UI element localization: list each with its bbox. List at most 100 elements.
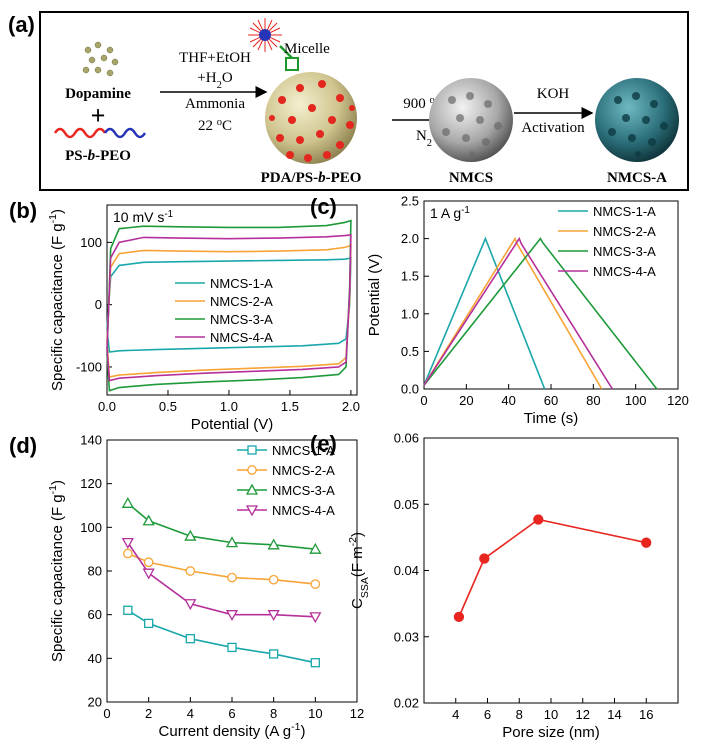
marker <box>309 542 322 554</box>
marker <box>533 514 544 525</box>
legend-marker <box>247 445 257 455</box>
condition: KOH <box>537 86 570 102</box>
text-part: 1 A g <box>430 205 461 221</box>
marker <box>123 605 133 615</box>
marker <box>184 529 197 541</box>
x-tick-label: 4 <box>452 707 459 722</box>
marker <box>144 618 154 629</box>
data-line <box>423 236 546 390</box>
text-part: +H <box>197 70 216 86</box>
peo-chain <box>103 127 147 139</box>
y-tick-label: 0.05 <box>394 497 419 512</box>
text-part: C <box>222 118 232 134</box>
legend-marker <box>245 505 259 517</box>
data-line <box>127 609 316 664</box>
legend-marker <box>247 465 257 475</box>
marker <box>267 538 280 550</box>
text-part: ) <box>49 480 66 485</box>
x-tick-label: 0 <box>420 393 427 408</box>
marker <box>225 536 239 548</box>
text-part: Specific capacitance (F g <box>49 223 66 391</box>
text-part: -PEO <box>95 148 131 164</box>
annotation: 1 A g-1 <box>430 205 470 222</box>
nmcs-a-sphere <box>595 78 679 162</box>
panel-label: (c) <box>310 194 337 219</box>
x-axis-label: Potential (V) <box>191 416 274 433</box>
x-tick-label: 1.5 <box>281 399 299 414</box>
legend-label: NMCS-1-A <box>272 443 335 458</box>
condition: +H2O <box>197 70 233 91</box>
y-tick-label: 80 <box>88 564 102 579</box>
condition: N2 <box>416 128 432 149</box>
y-axis-label: Specific capacitance (F g-1) <box>47 480 66 662</box>
text-part: O <box>222 70 233 86</box>
dopamine-dots <box>82 41 119 77</box>
y-tick-label: 0.5 <box>401 344 419 359</box>
legend-label: NMCS-3-A <box>593 244 656 259</box>
legend-label: NMCS-2-A <box>593 224 656 239</box>
y-tick-label: 0.0 <box>401 382 419 397</box>
x-tick-label: 16 <box>639 707 653 722</box>
y-tick-label: 120 <box>80 476 102 491</box>
legend-label: NMCS-4-A <box>272 503 335 518</box>
legend-label: NMCS-4-A <box>210 330 273 345</box>
x-tick-label: 12 <box>350 706 364 721</box>
legend-label: NMCS-3-A <box>210 312 273 327</box>
text-part: -2 <box>347 537 359 546</box>
y-axis-label: CSSA(F m-2) <box>347 532 371 609</box>
data-line <box>423 236 603 390</box>
y-tick-label: 40 <box>88 651 102 666</box>
marker <box>185 566 196 576</box>
text-part: b <box>318 170 326 186</box>
plot-frame <box>106 204 358 396</box>
nmcs-sphere <box>429 78 513 162</box>
text-part: 2 <box>217 80 222 91</box>
y-tick-label: 60 <box>88 607 102 622</box>
y-tick-label: 0.04 <box>394 563 419 578</box>
x-axis-label: Pore size (nm) <box>502 724 600 741</box>
y-tick-label: 0.06 <box>394 431 419 446</box>
y-axis-label: Potential (V) <box>366 254 383 337</box>
panel-label: (d) <box>9 433 37 458</box>
x-tick-label: 2.0 <box>342 399 360 414</box>
condition: THF+EtOH <box>179 50 251 66</box>
marker <box>142 568 155 580</box>
marker <box>185 634 195 644</box>
plot-frame <box>423 437 679 704</box>
x-tick-label: 10 <box>544 707 558 722</box>
marker <box>184 599 197 611</box>
marker <box>227 642 237 653</box>
data-line <box>458 518 647 618</box>
text-part: (F m <box>349 546 366 577</box>
y-tick-label: 1.5 <box>401 269 419 284</box>
dopamine-label: Dopamine <box>65 86 131 102</box>
x-tick-label: 100 <box>625 393 647 408</box>
annotation: 10 mV s-1 <box>113 209 173 226</box>
text-part: ) <box>349 532 366 537</box>
marker <box>121 537 134 549</box>
x-tick-label: 6 <box>484 707 491 722</box>
y-tick-label: 2.5 <box>401 194 419 209</box>
x-tick-label: 1.0 <box>220 399 238 414</box>
text-part: C <box>349 598 366 609</box>
text-part: -1 <box>164 209 173 220</box>
nmcs-label: NMCS <box>449 170 493 186</box>
micelle <box>248 18 282 52</box>
y-tick-label: -100 <box>76 359 102 374</box>
x-tick-label: 4 <box>187 706 194 721</box>
marker <box>309 612 322 624</box>
ps-chain <box>53 127 107 139</box>
scheme-frame <box>39 11 689 191</box>
x-tick-label: 14 <box>607 707 621 722</box>
y-axis-label: Specific capacitance (F g-1) <box>47 209 66 391</box>
marker <box>122 548 133 559</box>
x-axis-label: Time (s) <box>524 410 578 427</box>
marker <box>143 557 154 568</box>
condition: Ammonia <box>185 96 245 112</box>
data-line <box>106 234 352 382</box>
y-tick-label: 100 <box>80 520 102 535</box>
text-part: o <box>217 117 222 128</box>
text-part: PS- <box>65 148 88 164</box>
condition: 22 oC <box>198 117 232 135</box>
